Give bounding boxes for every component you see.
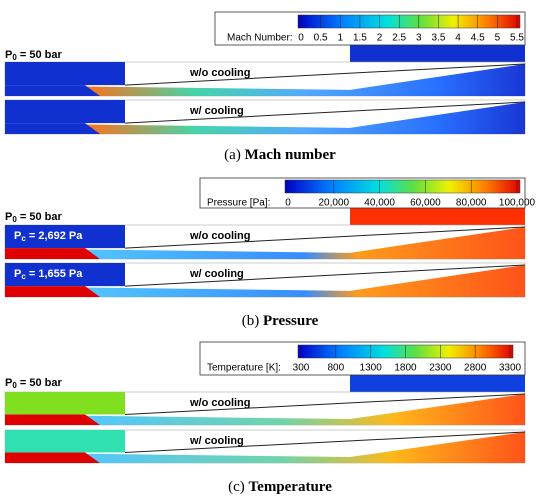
nozzle bbox=[5, 85, 100, 96]
pressure-label: Pc = 2,692 Pa bbox=[14, 230, 83, 243]
colorbar-tick-label: 2800 bbox=[464, 363, 487, 374]
symbol: P bbox=[14, 268, 21, 280]
colorbar-tick-label: 0 bbox=[298, 33, 304, 44]
inlet bbox=[5, 100, 125, 124]
colorbar-tick-label: 4.5 bbox=[471, 33, 485, 44]
caption-text: Pressure bbox=[263, 313, 319, 329]
colorbar-tick-label: 100,000 bbox=[499, 198, 536, 209]
wall bbox=[124, 264, 526, 287]
jet-flow bbox=[85, 432, 525, 463]
inlet bbox=[5, 225, 125, 249]
case-label: w/o cooling bbox=[189, 230, 251, 242]
nozzle bbox=[5, 123, 100, 134]
colorbar bbox=[284, 179, 521, 194]
subscript: c bbox=[21, 272, 26, 281]
jet-flow bbox=[85, 394, 525, 425]
colorbar-tick-label: 40,000 bbox=[364, 198, 395, 209]
caption: (b) Pressure bbox=[242, 313, 319, 329]
symbol: P bbox=[14, 230, 21, 242]
colorbar-tick-label: 5 bbox=[495, 33, 501, 44]
rest: = 1,655 Pa bbox=[26, 268, 83, 280]
inlet bbox=[5, 392, 125, 415]
caption-tag: (b) bbox=[242, 313, 260, 329]
pressure-label: P0 = 50 bar bbox=[5, 49, 62, 62]
colorbar-label: Temperature [K]: bbox=[207, 363, 281, 374]
caption-text: Mach number bbox=[245, 147, 337, 163]
wall bbox=[124, 101, 526, 124]
case-label: w/o cooling bbox=[189, 67, 251, 79]
nozzle bbox=[5, 248, 100, 259]
rest: = 2,692 Pa bbox=[26, 230, 83, 242]
pressure-label: P0 = 50 bar bbox=[5, 211, 62, 224]
wall bbox=[124, 226, 526, 249]
case-label: w/ cooling bbox=[189, 268, 244, 280]
nozzle bbox=[5, 286, 100, 297]
inlet bbox=[5, 62, 125, 86]
nozzle bbox=[5, 414, 100, 425]
colorbar-tick-label: 3 bbox=[416, 33, 422, 44]
colorbar-tick-label: 2.5 bbox=[392, 33, 406, 44]
case-label: w/ cooling bbox=[189, 435, 244, 447]
wall bbox=[124, 63, 526, 86]
colorbar-tick-label: 2 bbox=[377, 33, 383, 44]
colorbar-tick-label: 800 bbox=[327, 363, 344, 374]
inlet bbox=[5, 430, 125, 453]
caption: (a) Mach number bbox=[224, 147, 336, 163]
case-label: w/o cooling bbox=[189, 397, 251, 409]
colorbar-tick-label: 1.5 bbox=[353, 33, 367, 44]
inlet bbox=[5, 263, 125, 287]
colorbar-tick-label: 3300 bbox=[499, 363, 522, 374]
pressure-label: P0 = 50 bar bbox=[5, 377, 62, 390]
colorbar-tick-label: 3.5 bbox=[432, 33, 446, 44]
rest: = 50 bar bbox=[17, 211, 63, 223]
jet-flow bbox=[85, 227, 525, 259]
colorbar-tick-label: 1800 bbox=[394, 363, 417, 374]
colorbar-tick-label: 80,000 bbox=[456, 198, 487, 209]
nozzle bbox=[5, 452, 100, 463]
wall bbox=[124, 431, 526, 453]
colorbar-tick-label: 1 bbox=[337, 33, 343, 44]
colorbar-tick-label: 20,000 bbox=[319, 198, 350, 209]
rest: = 50 bar bbox=[17, 377, 63, 389]
jet-flow bbox=[85, 102, 525, 134]
wall bbox=[124, 393, 526, 415]
colorbar-tick-label: 300 bbox=[293, 363, 310, 374]
jet-flow bbox=[85, 265, 525, 297]
colorbar-tick-label: 0 bbox=[285, 198, 291, 209]
colorbar-tick-label: 2300 bbox=[429, 363, 452, 374]
colorbar-tick-label: 60,000 bbox=[410, 198, 441, 209]
colorbar bbox=[297, 14, 521, 29]
subscript: 0 bbox=[12, 381, 17, 390]
colorbar-tick-label: 0.5 bbox=[314, 33, 328, 44]
caption-text: Temperature bbox=[249, 479, 333, 495]
symbol: P bbox=[5, 211, 12, 223]
colorbar-label: Pressure [Pa]: bbox=[207, 198, 270, 209]
symbol: P bbox=[5, 49, 12, 61]
symbol: P bbox=[5, 377, 12, 389]
colorbar-tick-label: 4 bbox=[455, 33, 461, 44]
pressure-label: Pc = 1,655 Pa bbox=[14, 268, 83, 281]
jet-flow bbox=[85, 64, 525, 96]
subscript: c bbox=[21, 234, 26, 243]
colorbar-tick-label: 5.5 bbox=[510, 33, 524, 44]
rest: = 50 bar bbox=[17, 49, 63, 61]
caption-tag: (a) bbox=[224, 147, 241, 163]
caption-tag: (c) bbox=[228, 479, 245, 495]
case-label: w/ cooling bbox=[189, 105, 244, 117]
colorbar-tick-label: 1300 bbox=[360, 363, 383, 374]
caption: (c) Temperature bbox=[228, 479, 332, 495]
subscript: 0 bbox=[12, 215, 17, 224]
colorbar-label: Mach Number: bbox=[227, 33, 293, 44]
subscript: 0 bbox=[12, 53, 17, 62]
